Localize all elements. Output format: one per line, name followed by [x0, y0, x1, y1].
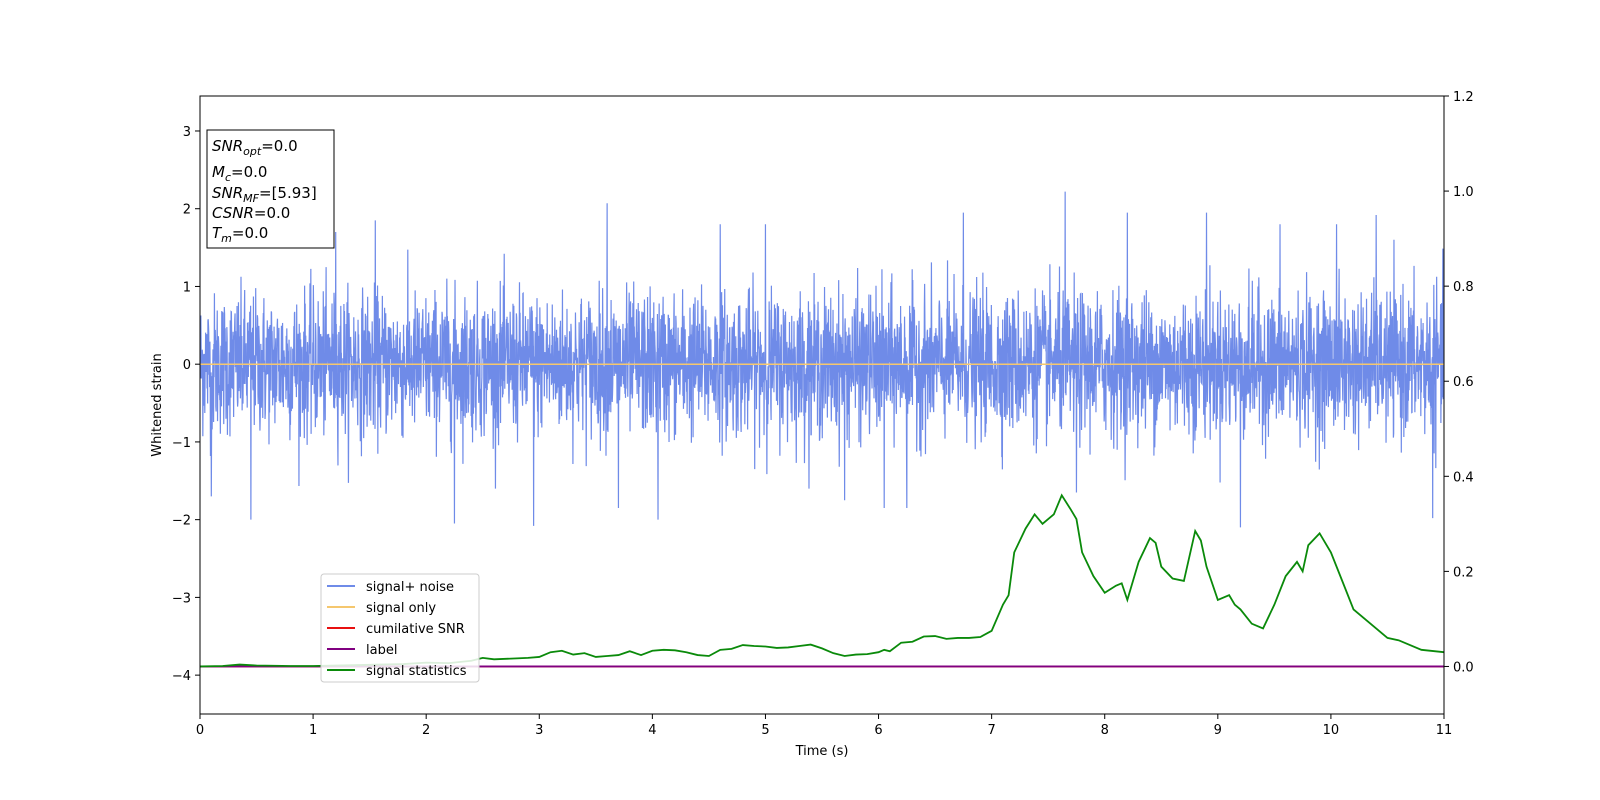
y-axis-label: Whitened strain — [150, 353, 165, 456]
info-box: SNRopt=0.0 Mc=0.0 SNRMF=[5.93] CSNR=0.0 … — [206, 129, 335, 249]
legend: signal+ noise signal only cumilative SNR la… — [320, 573, 480, 683]
legend-entry-label: cumilative SNR — [366, 622, 465, 637]
info-csnr: CSNR=0.0 — [212, 204, 290, 222]
y-tick-label: −4 — [172, 669, 191, 684]
y2-axis-ticks: 0.0 0.2 0.4 0.6 0.8 1.0 1.2 — [1444, 90, 1474, 675]
y-axis-ticks: −4 −3 −2 −1 0 1 2 3 — [172, 125, 200, 684]
x-tick-label: 8 — [1101, 723, 1109, 738]
y-tick-label: −2 — [172, 514, 191, 529]
legend-frame — [320, 573, 480, 683]
y-tick-label: −1 — [172, 436, 191, 451]
x-axis-label: Time (s) — [795, 744, 849, 759]
y-tick-label: −3 — [172, 591, 191, 606]
legend-entry-label: label — [366, 643, 397, 658]
info-box-frame — [206, 129, 335, 249]
x-tick-label: 7 — [987, 723, 995, 738]
y2-tick-label: 0.8 — [1453, 280, 1474, 295]
y-tick-label: 0 — [183, 358, 191, 373]
x-tick-label: 10 — [1323, 723, 1340, 738]
x-tick-label: 3 — [535, 723, 543, 738]
axes-frame — [199, 95, 1445, 715]
info-snr-opt: SNRopt=0.0 — [212, 137, 298, 158]
legend-entry-label: signal only — [366, 601, 436, 616]
x-tick-label: 9 — [1214, 723, 1222, 738]
info-tm: Tm=0.0 — [212, 224, 268, 245]
info-snr-mf: SNRMF=[5.93] — [212, 184, 317, 205]
legend-entry-label: signal+ noise — [366, 580, 454, 595]
x-tick-label: 2 — [422, 723, 430, 738]
series-signal-noise — [200, 191, 1444, 528]
x-tick-label: 4 — [648, 723, 656, 738]
series-signal-statistics — [200, 493, 1444, 668]
x-tick-label: 5 — [761, 723, 769, 738]
x-tick-label: 6 — [874, 723, 882, 738]
x-tick-label: 0 — [196, 723, 204, 738]
y-tick-label: 3 — [183, 125, 191, 140]
y2-tick-label: 0.4 — [1453, 470, 1474, 485]
x-tick-label: 11 — [1436, 723, 1453, 738]
y2-tick-label: 0.6 — [1453, 375, 1474, 390]
y2-tick-label: 1.2 — [1453, 90, 1474, 105]
y-tick-label: 2 — [183, 203, 191, 218]
y2-tick-label: 1.0 — [1453, 185, 1474, 200]
y2-tick-label: 0.0 — [1453, 660, 1474, 675]
legend-entry-label: signal statistics — [366, 664, 467, 679]
x-axis-ticks: 0 1 2 3 4 5 6 7 8 9 10 11 — [196, 714, 1452, 738]
x-tick-label: 1 — [309, 723, 317, 738]
y-tick-label: 1 — [183, 280, 191, 295]
y2-tick-label: 0.2 — [1453, 565, 1474, 580]
info-mc: Mc=0.0 — [212, 163, 267, 184]
